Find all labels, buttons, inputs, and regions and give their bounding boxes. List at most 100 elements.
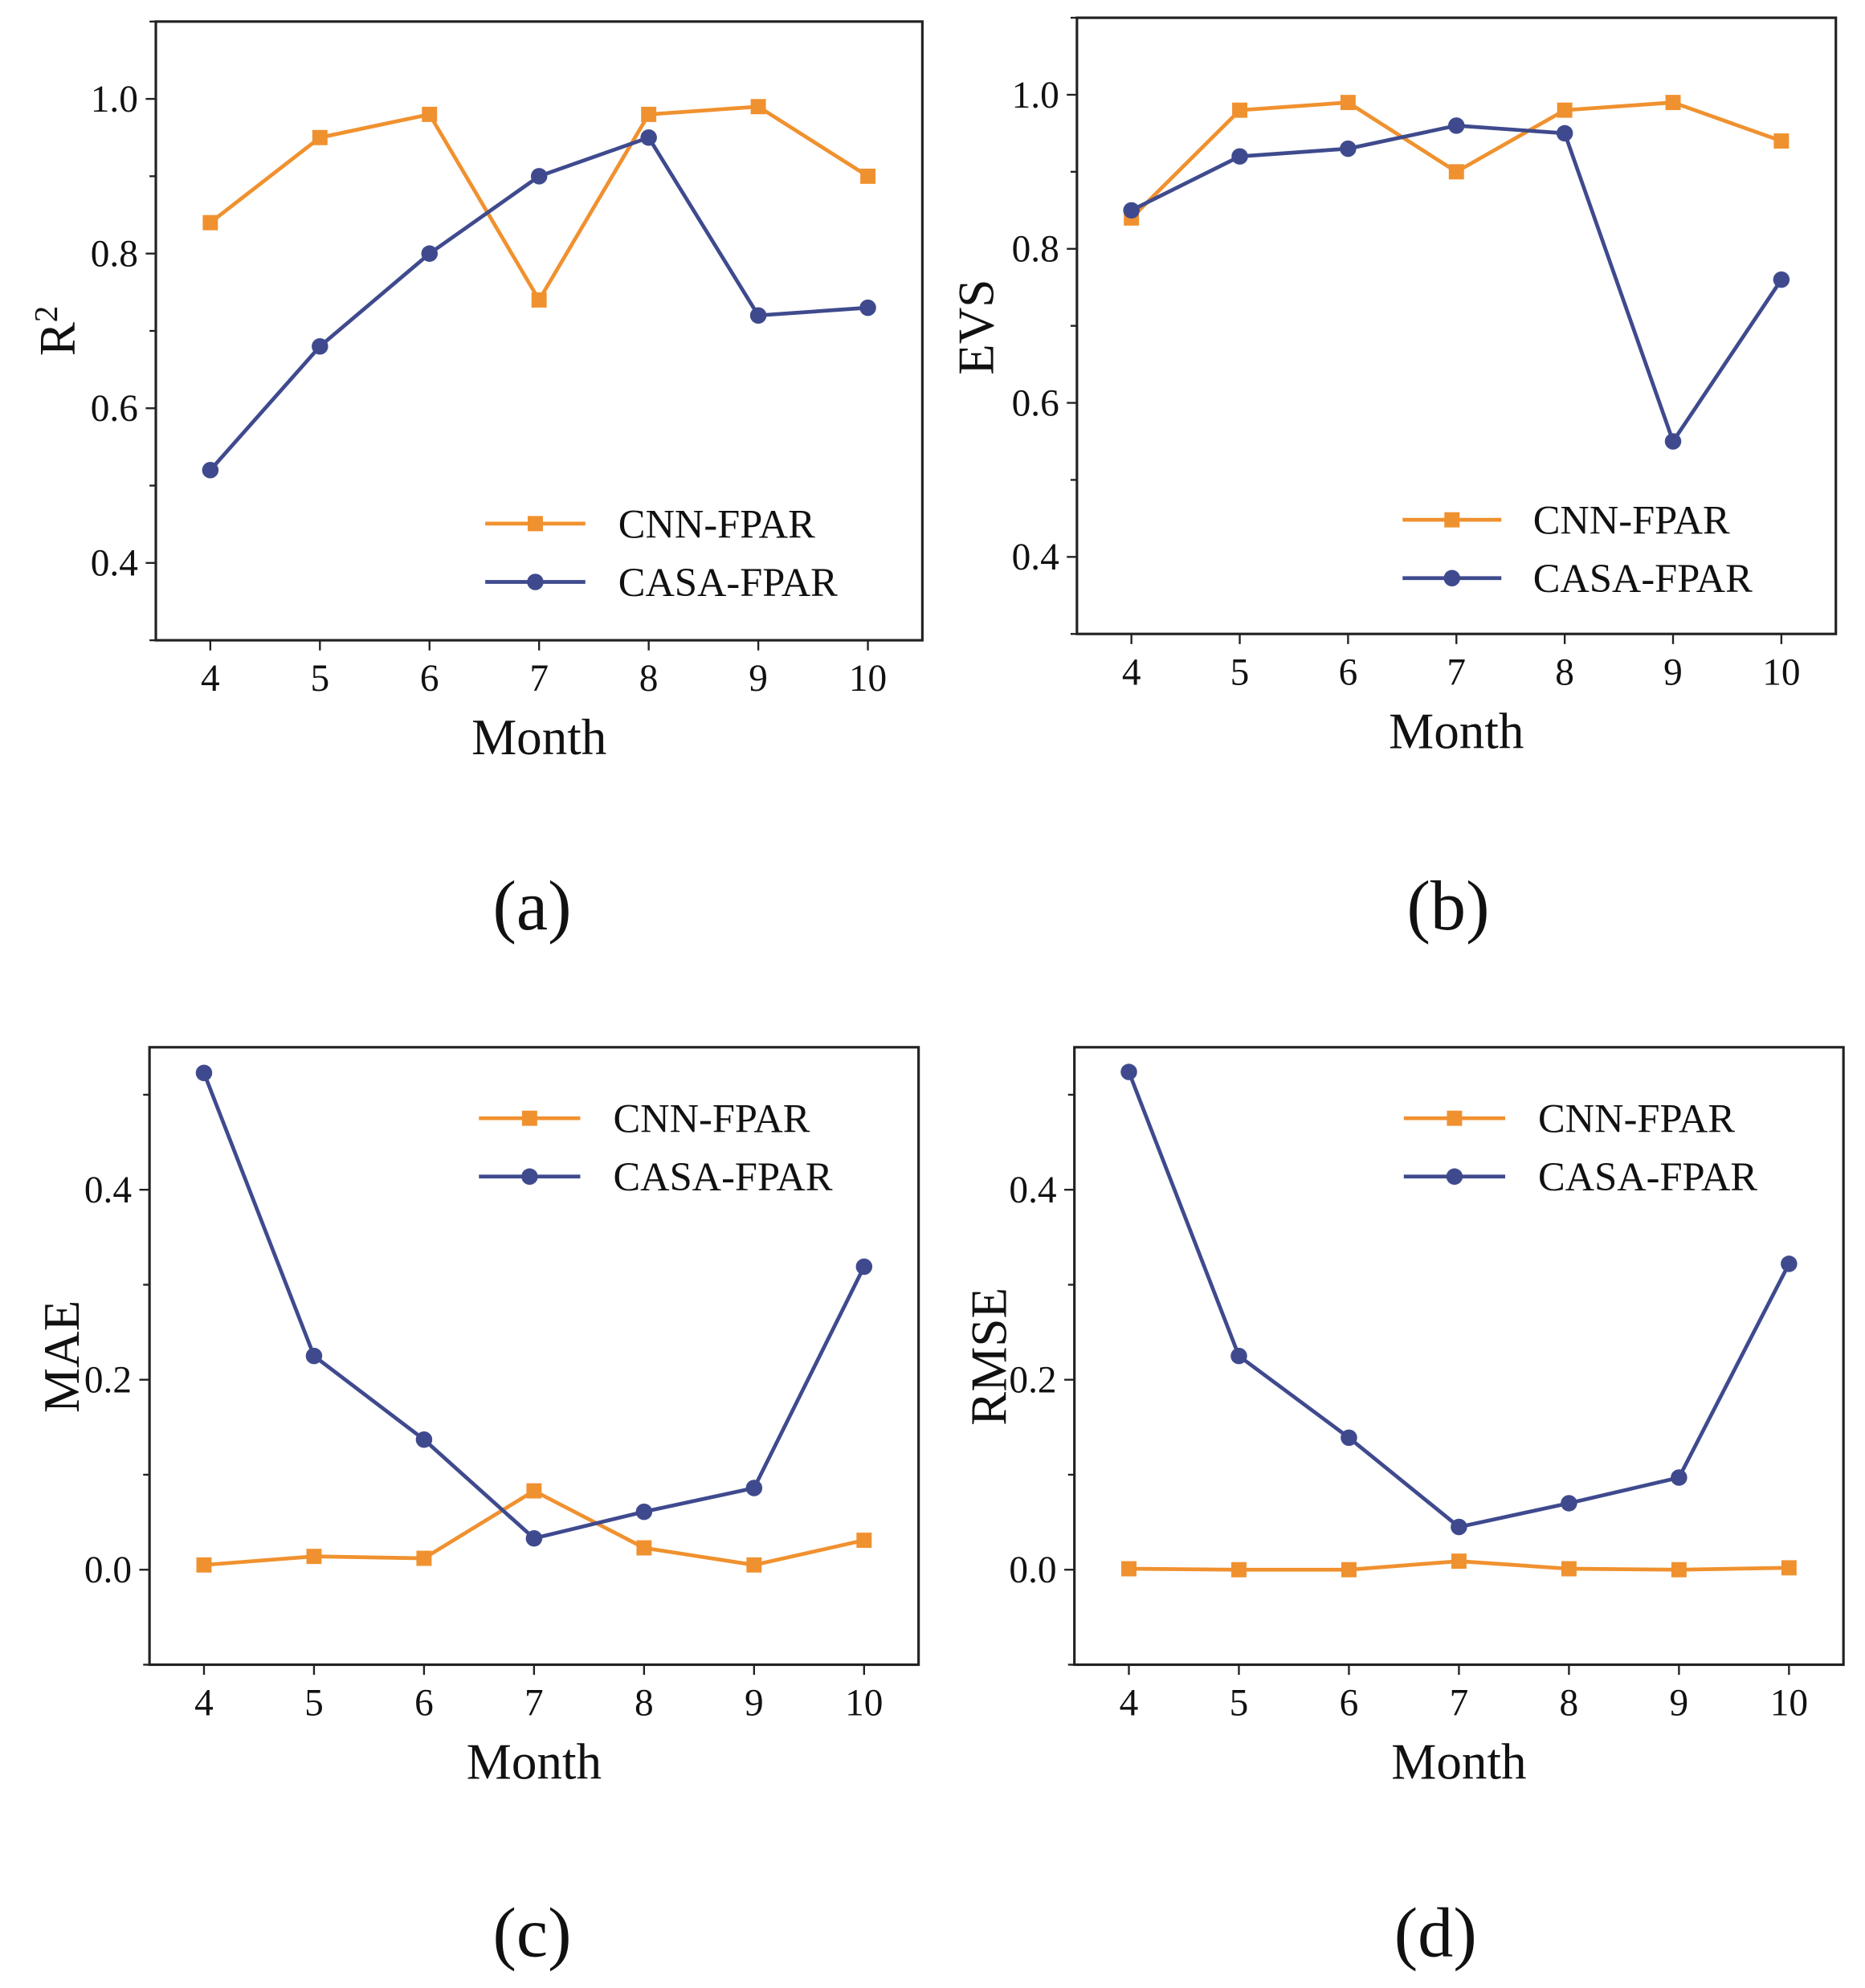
- x-tick-label: 4: [194, 1683, 214, 1725]
- data-point-circle: [195, 1064, 213, 1081]
- series-line: [202, 1072, 866, 1541]
- series-casa-fpar: [1120, 1063, 1798, 1536]
- data-point-square: [531, 292, 547, 308]
- y-tick-label: 1.0: [91, 79, 138, 120]
- x-tick-label: 6: [1339, 651, 1358, 693]
- legend-label: CASA-FPAR: [1538, 1154, 1757, 1199]
- series-casa-fpar: [1123, 117, 1790, 450]
- x-tick-label: 5: [1230, 651, 1250, 693]
- y-axis-label: EVS: [949, 280, 1005, 375]
- chart-panel-c: 4 5 6 7 8 9 10 0.0 0.2 0.4 Month MAE CNN-FPAR CASA-FP…: [34, 1046, 920, 1973]
- legend-marker-circle: [1446, 1168, 1463, 1186]
- data-point-circle: [855, 1258, 873, 1276]
- y-axis-label: R2: [27, 306, 86, 357]
- chart-panel-b: 4 5 6 7 8 9 10 0.4 0.6 0.8 1.0 Month EVS CNN-FPAR CASA…: [949, 16, 1838, 945]
- x-axis-label: Month: [1389, 703, 1524, 759]
- data-point-square: [1773, 133, 1790, 149]
- x-tick-label: 6: [414, 1683, 434, 1725]
- data-point-square: [1561, 1561, 1577, 1577]
- data-point-circle: [1120, 1063, 1137, 1080]
- x-tick-label: 4: [201, 658, 220, 700]
- data-point-square: [856, 1533, 872, 1549]
- x-tick-label: 10: [849, 658, 887, 700]
- legend-label: CASA-FPAR: [1533, 556, 1753, 601]
- x-tick-label: 8: [635, 1683, 654, 1725]
- y-tick-label: 1.0: [1012, 75, 1059, 116]
- x-tick-label: 7: [524, 1683, 544, 1725]
- data-point-square: [306, 1549, 322, 1565]
- y-axis-label: MAE: [34, 1300, 90, 1413]
- x-tick-label: 4: [1120, 1683, 1139, 1725]
- data-point-circle: [1340, 140, 1357, 157]
- x-tick-label: 7: [529, 658, 549, 700]
- y-tick-label: 0.6: [91, 388, 138, 430]
- x-tick-label: 5: [310, 658, 329, 700]
- data-point-circle: [635, 1503, 653, 1521]
- data-point-square: [1451, 1553, 1467, 1570]
- data-point-square: [1231, 1561, 1247, 1578]
- legend-marker-circle: [1443, 569, 1461, 587]
- legend-label: CNN-FPAR: [618, 501, 815, 546]
- data-point-circle: [415, 1431, 433, 1448]
- data-point-circle: [1781, 1255, 1798, 1272]
- data-point-square: [860, 168, 876, 184]
- data-point-circle: [312, 337, 329, 355]
- y-tick-label: 0.4: [84, 1170, 132, 1211]
- data-point-square: [1340, 95, 1356, 111]
- panel-label: (c): [493, 1894, 572, 1973]
- x-axis-label: Month: [467, 1734, 602, 1790]
- x-tick-label: 6: [420, 658, 439, 700]
- x-tick-label: 8: [1560, 1683, 1579, 1725]
- data-point-square: [750, 99, 766, 115]
- series-line: [203, 1488, 865, 1567]
- x-tick-label: 4: [1122, 651, 1141, 693]
- legend-label: CNN-FPAR: [1538, 1096, 1735, 1141]
- data-point-circle: [749, 307, 767, 324]
- data-point-circle: [525, 1529, 543, 1547]
- y-tick-label: 0.4: [91, 543, 138, 585]
- y-axis-label: RMSE: [961, 1288, 1018, 1426]
- series-cnn-fpar: [196, 1483, 872, 1573]
- x-tick-label: 8: [1555, 651, 1574, 693]
- data-point-circle: [1671, 1469, 1687, 1486]
- data-point-square: [1121, 1561, 1137, 1577]
- legend-label: CNN-FPAR: [613, 1096, 810, 1141]
- x-tick-label: 10: [845, 1683, 883, 1725]
- x-tick-label: 7: [1447, 651, 1466, 693]
- data-point-square: [1448, 164, 1464, 180]
- y-tick-label: 0.8: [91, 233, 138, 275]
- series-line: [209, 104, 869, 304]
- y-tick-label: 0.4: [1012, 537, 1059, 578]
- data-point-circle: [202, 462, 219, 479]
- y-tick-label: 0.2: [1009, 1359, 1056, 1401]
- data-point-square: [1665, 95, 1681, 111]
- chart-panel-a: 4 5 6 7 8 9 10 0.4 0.6 0.8 1.0 Month R2 CNN-FPAR CASA-…: [27, 20, 924, 945]
- y-tick-label: 0.0: [84, 1549, 132, 1591]
- x-tick-label: 6: [1340, 1683, 1359, 1725]
- data-point-circle: [1773, 271, 1790, 288]
- data-point-square: [641, 106, 657, 122]
- panel-label: (d): [1394, 1894, 1477, 1973]
- panel-label: (b): [1407, 867, 1490, 945]
- data-point-circle: [859, 299, 876, 316]
- x-tick-label: 9: [1663, 651, 1683, 693]
- data-point-square: [636, 1540, 652, 1556]
- data-point-circle: [421, 245, 439, 262]
- series-cnn-fpar: [202, 99, 876, 308]
- data-point-circle: [1561, 1495, 1577, 1512]
- data-point-circle: [1556, 125, 1573, 142]
- series-casa-fpar: [202, 129, 876, 479]
- x-axis-label: Month: [471, 709, 606, 765]
- legend-marker-square: [1447, 1110, 1463, 1126]
- legend-label: CNN-FPAR: [1533, 498, 1730, 543]
- x-axis-label: Month: [1391, 1734, 1526, 1790]
- data-point-square: [202, 214, 218, 231]
- data-point-circle: [1123, 202, 1140, 219]
- legend-marker-square: [528, 516, 543, 532]
- y-axis-label-superscript: 2: [27, 306, 64, 323]
- data-point-square: [312, 129, 328, 145]
- x-tick-label: 9: [745, 1683, 764, 1725]
- series-cnn-fpar: [1121, 1553, 1797, 1578]
- data-point-circle: [640, 129, 657, 146]
